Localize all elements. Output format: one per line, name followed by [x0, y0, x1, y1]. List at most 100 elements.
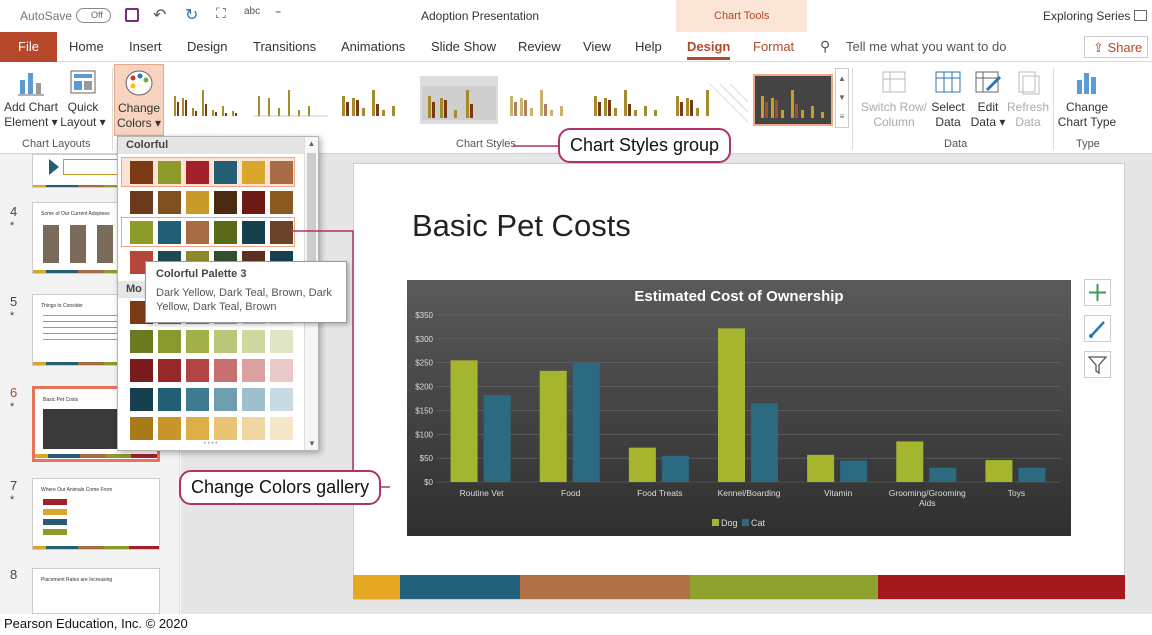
color-swatch[interactable]: [158, 191, 181, 214]
slide-title[interactable]: Basic Pet Costs: [412, 208, 631, 243]
scroll-down-icon[interactable]: ▼: [308, 439, 316, 448]
color-swatch[interactable]: [214, 330, 237, 353]
tab-animations[interactable]: Animations: [341, 39, 406, 54]
palette-tooltip: Colorful Palette 3 Dark Yellow, Dark Tea…: [145, 261, 347, 323]
refresh-data-icon: [1018, 71, 1040, 95]
tab-design[interactable]: Design: [187, 39, 228, 54]
color-swatch[interactable]: [130, 161, 153, 184]
scroll-thumb[interactable]: [307, 153, 316, 283]
color-swatch[interactable]: [270, 191, 293, 214]
color-swatch[interactable]: [270, 221, 293, 244]
color-swatch[interactable]: [242, 221, 265, 244]
chart-style-1[interactable]: [168, 76, 246, 124]
chart-container[interactable]: Estimated Cost of Ownership $0 $50 $100 $150…: [407, 280, 1071, 536]
resize-grip[interactable]: • • • •: [204, 441, 218, 447]
color-swatch[interactable]: [158, 161, 181, 184]
color-swatch[interactable]: [214, 191, 237, 214]
color-swatch[interactable]: [186, 417, 209, 440]
color-swatch[interactable]: [270, 417, 293, 440]
chart-style-2[interactable]: [252, 76, 330, 124]
color-swatch[interactable]: [130, 359, 153, 382]
add-chart-element-button[interactable]: Add Chart Element ▾: [3, 68, 59, 130]
transition-star-icon: *: [10, 220, 15, 232]
color-swatch[interactable]: [158, 417, 181, 440]
color-swatch[interactable]: [158, 359, 181, 382]
select-data-button[interactable]: Select Data: [929, 68, 967, 130]
tab-review[interactable]: Review: [518, 39, 561, 54]
undo-icon[interactable]: ↶: [153, 7, 167, 24]
gallery-scroll[interactable]: ▲ ▼ ≡: [835, 68, 849, 128]
chart-elements-button[interactable]: [1084, 279, 1111, 306]
slide-thumb-title: Placement Rates are Increasing: [41, 577, 113, 583]
color-swatch[interactable]: [242, 330, 265, 353]
spelling-icon[interactable]: abc: [244, 6, 261, 17]
color-swatch[interactable]: [214, 221, 237, 244]
present-icon[interactable]: ⛶: [216, 5, 226, 21]
tab-file[interactable]: File: [0, 32, 57, 62]
color-swatch[interactable]: [242, 191, 265, 214]
color-swatch[interactable]: [158, 221, 181, 244]
color-swatch[interactable]: [186, 388, 209, 411]
save-icon[interactable]: [125, 8, 139, 22]
chart-style-4[interactable]: [420, 76, 498, 124]
redo-icon[interactable]: ↻: [185, 7, 199, 24]
color-swatch[interactable]: [130, 330, 153, 353]
color-swatch[interactable]: [242, 388, 265, 411]
tab-view[interactable]: View: [583, 39, 611, 54]
tab-help[interactable]: Help: [635, 39, 662, 54]
ribbon-display-icon[interactable]: [1134, 10, 1147, 21]
scroll-up-icon[interactable]: ▲: [307, 139, 316, 148]
chart-style-7[interactable]: [670, 76, 749, 124]
x-tick-label-cont: Aids: [919, 498, 936, 508]
color-swatch[interactable]: [130, 191, 153, 214]
color-swatch[interactable]: [130, 221, 153, 244]
tab-home[interactable]: Home: [69, 39, 104, 54]
refresh-data-button[interactable]: Refresh Data: [1007, 68, 1049, 130]
tab-chart-format[interactable]: Format: [753, 39, 795, 54]
color-swatch[interactable]: [186, 330, 209, 353]
slide-thumb-7[interactable]: Where Our Animals Come From: [32, 478, 160, 550]
color-swatch[interactable]: [270, 359, 293, 382]
chart-style-8-selected[interactable]: [753, 74, 833, 126]
slide-thumb-8[interactable]: Placement Rates are Increasing: [32, 568, 160, 614]
color-swatch[interactable]: [186, 221, 209, 244]
share-button[interactable]: ⇪ Share: [1084, 36, 1148, 58]
chart-style-3[interactable]: [336, 76, 414, 124]
customize-qat-icon[interactable]: ⁼: [275, 7, 282, 21]
color-swatch[interactable]: [270, 330, 293, 353]
edit-data-button[interactable]: Edit Data ▾: [969, 68, 1007, 130]
color-swatch[interactable]: [186, 359, 209, 382]
tab-slide-show[interactable]: Slide Show: [431, 39, 497, 54]
color-swatch[interactable]: [186, 191, 209, 214]
chart-style-5[interactable]: [504, 76, 582, 124]
chart-style-6[interactable]: [588, 76, 666, 124]
tab-insert[interactable]: Insert: [129, 39, 162, 54]
tab-transitions[interactable]: Transitions: [253, 39, 317, 54]
color-swatch[interactable]: [242, 161, 265, 184]
change-chart-type-button[interactable]: Change Chart Type: [1057, 68, 1117, 130]
quick-layout-button[interactable]: Quick Layout ▾: [60, 68, 106, 130]
color-swatch[interactable]: [158, 388, 181, 411]
color-swatch[interactable]: [158, 330, 181, 353]
autosave-toggle[interactable]: Off: [76, 8, 111, 23]
color-swatch[interactable]: [270, 161, 293, 184]
color-swatch[interactable]: [242, 417, 265, 440]
color-swatch[interactable]: [214, 417, 237, 440]
chart-filters-button[interactable]: [1084, 351, 1111, 378]
color-swatch[interactable]: [214, 359, 237, 382]
color-swatch[interactable]: [242, 359, 265, 382]
color-swatch[interactable]: [186, 161, 209, 184]
bar-dog: [807, 454, 835, 482]
color-swatch[interactable]: [270, 388, 293, 411]
change-colors-button[interactable]: Change Colors ▾: [114, 64, 164, 136]
color-swatch[interactable]: [130, 388, 153, 411]
user-name[interactable]: Exploring Series: [1043, 9, 1131, 23]
color-swatch[interactable]: [214, 388, 237, 411]
color-swatch[interactable]: [214, 161, 237, 184]
tell-me-field[interactable]: Tell me what you want to do: [846, 39, 1007, 54]
switch-row-column-button[interactable]: Switch Row/ Column: [858, 68, 930, 130]
tab-chart-design[interactable]: Design: [687, 39, 731, 60]
color-swatch[interactable]: [130, 417, 153, 440]
chart-styles-button[interactable]: [1084, 315, 1111, 342]
search-icon[interactable]: ⚲: [820, 38, 831, 54]
